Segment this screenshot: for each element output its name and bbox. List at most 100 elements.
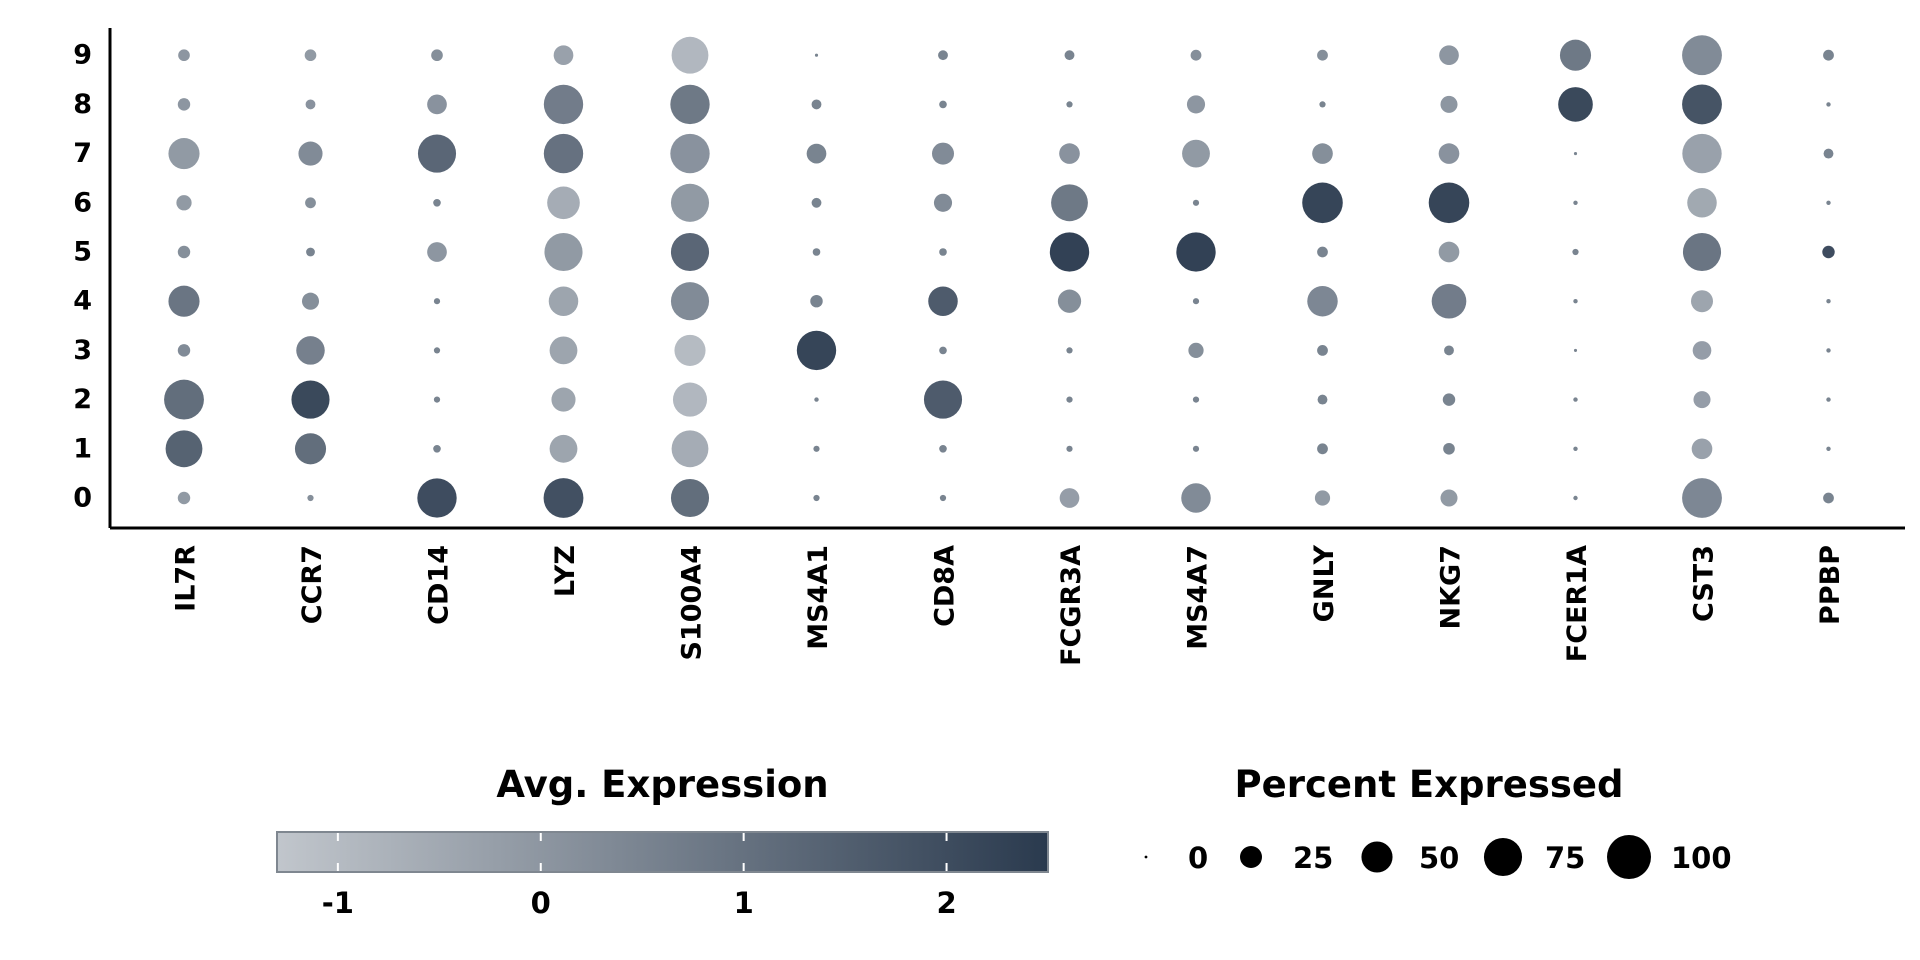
data-dot — [427, 242, 447, 262]
data-dot — [298, 141, 323, 166]
data-dot — [543, 84, 584, 125]
colorbar-tick-label: 2 — [936, 886, 956, 920]
data-dot — [431, 49, 443, 62]
data-dot — [168, 138, 200, 170]
colorbar — [276, 831, 1049, 873]
data-dot — [305, 99, 316, 110]
data-dot — [551, 387, 576, 412]
data-dot — [670, 133, 710, 174]
data-dot — [1822, 245, 1835, 259]
data-dot — [1186, 95, 1206, 114]
data-dot — [177, 98, 191, 111]
data-dot — [1051, 184, 1088, 222]
colorbar-tick-label: -1 — [322, 886, 354, 920]
data-dot — [1181, 483, 1211, 513]
color-legend-title: Avg. Expression — [496, 763, 828, 806]
data-dot — [1693, 391, 1711, 409]
x-tick-label: CD14 — [424, 545, 455, 625]
x-tick-label: CCR7 — [297, 545, 328, 624]
size-legend-dot — [1144, 855, 1148, 859]
x-tick-label: FCGR3A — [1056, 545, 1087, 666]
data-dot — [796, 330, 837, 371]
data-dot — [177, 344, 191, 357]
data-dot — [548, 286, 579, 316]
data-dot — [1823, 148, 1834, 159]
data-dot — [1317, 394, 1328, 405]
data-dot — [1682, 84, 1722, 125]
data-dot — [812, 248, 821, 256]
data-dot — [433, 298, 441, 305]
data-dot — [1057, 289, 1082, 313]
data-dot — [549, 434, 578, 463]
data-dot — [671, 430, 709, 468]
data-dot — [1682, 133, 1722, 174]
y-tick-label: 9 — [73, 40, 92, 71]
data-dot — [427, 94, 447, 115]
data-dot — [547, 186, 580, 220]
size-legend-dot — [1607, 835, 1651, 879]
data-dot — [814, 53, 819, 57]
data-dot — [168, 285, 200, 317]
data-dot — [1190, 49, 1202, 61]
data-dot — [1440, 95, 1458, 113]
size-legend-dot — [1483, 837, 1523, 877]
data-dot — [165, 430, 203, 468]
data-dot — [1059, 143, 1080, 164]
y-tick-label: 8 — [73, 89, 92, 120]
data-dot — [932, 142, 954, 165]
data-dot — [1192, 199, 1200, 206]
data-dot — [1192, 445, 1200, 452]
data-dot — [811, 99, 822, 110]
data-dot — [938, 50, 948, 61]
y-tick-label: 1 — [73, 433, 92, 464]
data-dot — [1443, 442, 1455, 455]
data-dot — [939, 100, 947, 109]
data-dot — [1682, 35, 1722, 76]
data-dot — [670, 232, 710, 272]
x-tick-label: LYZ — [550, 545, 581, 597]
data-dot — [1192, 396, 1200, 403]
data-dot — [806, 143, 827, 164]
data-dot — [1823, 492, 1834, 504]
data-dot — [1302, 182, 1343, 224]
data-dot — [177, 245, 191, 259]
data-dot — [670, 183, 710, 222]
x-tick-label: CD8A — [930, 545, 961, 627]
data-dot — [928, 286, 958, 316]
x-tick-label: PPBP — [1815, 545, 1846, 625]
data-dot — [1691, 438, 1713, 460]
data-dot — [939, 248, 947, 256]
x-tick-label: IL7R — [171, 545, 202, 612]
y-tick-label: 0 — [73, 483, 92, 514]
data-dot — [417, 478, 457, 518]
legend-area: Avg. Expression -1 0 1 2 Percent Expressed 0 25… — [276, 763, 1732, 920]
y-tick-label: 6 — [73, 187, 92, 218]
data-dot — [1319, 101, 1326, 108]
data-dot — [1444, 345, 1454, 356]
data-dot — [671, 36, 709, 74]
data-dot — [1317, 49, 1328, 61]
data-dot — [417, 134, 457, 173]
x-tick-label: NKG7 — [1436, 545, 1467, 629]
data-dot — [1307, 285, 1338, 317]
data-dot — [1573, 397, 1578, 402]
data-dot — [1682, 478, 1722, 518]
size-legend-label: 100 — [1671, 841, 1732, 875]
data-dot — [305, 197, 316, 209]
data-dot — [544, 232, 583, 272]
data-dot — [178, 49, 190, 62]
data-dot — [933, 193, 953, 212]
y-tick-label: 5 — [73, 237, 92, 268]
data-dot — [1066, 396, 1073, 403]
data-dot — [1573, 348, 1578, 352]
colorbar-tick-label: 0 — [531, 886, 551, 920]
size-legend-title: Percent Expressed — [1235, 763, 1624, 806]
data-dot — [1826, 348, 1831, 353]
data-dot — [939, 444, 947, 453]
size-legend-label: 25 — [1293, 841, 1333, 875]
data-dot — [1176, 232, 1216, 272]
data-dot — [1692, 341, 1712, 360]
data-dot — [294, 433, 327, 465]
data-dot — [1431, 283, 1467, 319]
